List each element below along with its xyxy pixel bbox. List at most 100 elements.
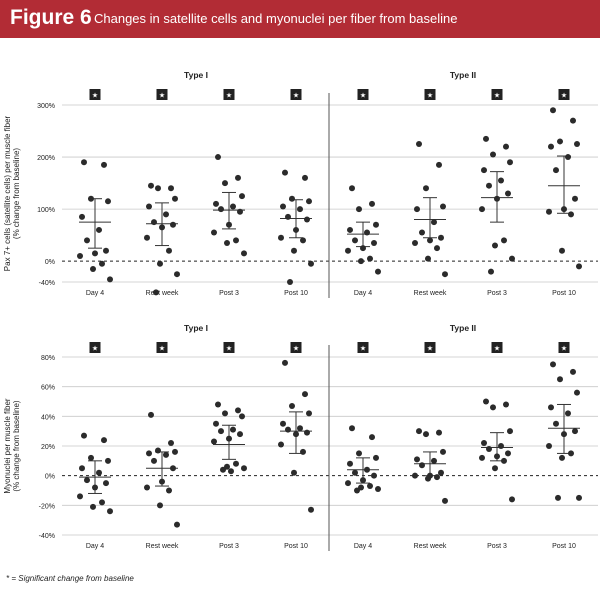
- data-point: [237, 431, 243, 438]
- data-point: [561, 431, 567, 438]
- data-point: [565, 154, 571, 161]
- data-point: [215, 401, 221, 408]
- data-point: [79, 465, 85, 472]
- data-point: [509, 496, 515, 503]
- data-point: [423, 431, 429, 438]
- data-point: [81, 432, 87, 439]
- data-point: [308, 260, 314, 267]
- data-point: [90, 503, 96, 510]
- data-point: [144, 484, 150, 491]
- data-point: [367, 483, 373, 490]
- y-tick-label: 0%: [45, 474, 55, 481]
- data-point: [490, 151, 496, 158]
- data-point: [222, 180, 228, 187]
- data-point: [302, 391, 308, 398]
- data-point: [492, 242, 498, 249]
- data-point: [507, 159, 513, 166]
- data-point: [367, 255, 373, 262]
- data-point: [285, 426, 291, 433]
- data-point: [166, 247, 172, 254]
- data-point: [509, 255, 515, 262]
- data-point: [172, 195, 178, 202]
- data-point: [153, 289, 159, 296]
- data-point: [157, 260, 163, 267]
- y-tick-label: 300%: [37, 103, 55, 110]
- data-point: [375, 486, 381, 493]
- significance-star: ★: [159, 92, 165, 100]
- data-point: [291, 247, 297, 254]
- data-point: [233, 460, 239, 467]
- data-point: [481, 167, 487, 174]
- data-point: [546, 443, 552, 449]
- data-point: [503, 401, 509, 408]
- significance-star: ★: [92, 345, 98, 353]
- data-point: [548, 143, 554, 150]
- significance-star: ★: [360, 92, 366, 100]
- y-tick-label: -40%: [39, 533, 55, 540]
- data-point: [490, 404, 496, 411]
- data-point: [230, 203, 236, 210]
- data-point: [440, 448, 446, 455]
- significance-box: [558, 89, 570, 100]
- data-point: [576, 494, 582, 501]
- data-point: [103, 247, 109, 254]
- data-point: [168, 440, 174, 447]
- significance-box: [357, 89, 369, 100]
- data-point: [92, 484, 98, 491]
- data-point: [572, 428, 578, 435]
- data-point: [555, 494, 561, 501]
- data-point: [572, 195, 578, 202]
- x-category-label: Post 10: [284, 290, 308, 297]
- data-point: [356, 450, 362, 457]
- data-point: [278, 234, 284, 241]
- significance-box: [223, 89, 235, 100]
- data-point: [239, 413, 245, 420]
- y-axis-label: Pax 7+ cells (satellite cells) per muscl…: [3, 115, 12, 271]
- group-label: Type I: [184, 323, 208, 333]
- data-point: [291, 469, 297, 476]
- data-point: [174, 271, 180, 278]
- significance-star: ★: [159, 345, 165, 353]
- data-point: [486, 182, 492, 189]
- data-point: [559, 454, 565, 461]
- data-point: [170, 221, 176, 228]
- data-point: [105, 198, 111, 205]
- data-point: [574, 389, 580, 396]
- y-tick-label: 40%: [41, 414, 55, 421]
- data-point: [155, 185, 161, 192]
- data-point: [559, 247, 565, 254]
- data-point: [168, 185, 174, 192]
- data-point: [293, 226, 299, 233]
- data-point: [148, 182, 154, 189]
- significance-box: [558, 342, 570, 353]
- data-point: [345, 480, 351, 487]
- y-axis-label-units: (% change from baseline): [12, 400, 21, 491]
- data-point: [96, 469, 102, 476]
- data-point: [494, 195, 500, 202]
- data-point: [163, 451, 169, 458]
- significance-box: [290, 89, 302, 100]
- data-point: [347, 460, 353, 467]
- y-tick-label: 100%: [37, 207, 55, 214]
- data-point: [369, 200, 375, 207]
- data-point: [233, 237, 239, 244]
- significance-star: ★: [293, 92, 299, 100]
- data-point: [546, 208, 552, 215]
- significance-box: [491, 342, 503, 353]
- data-point: [77, 493, 83, 500]
- data-point: [211, 229, 217, 236]
- significance-star: ★: [226, 345, 232, 353]
- data-point: [557, 376, 563, 383]
- significance-box: [156, 342, 168, 353]
- data-point: [356, 206, 362, 213]
- data-point: [92, 250, 98, 257]
- x-category-label: Post 3: [219, 290, 239, 297]
- data-point: [241, 465, 247, 472]
- data-point: [151, 457, 157, 464]
- x-category-label: Rest week: [146, 290, 179, 297]
- data-point: [442, 497, 448, 504]
- data-point: [416, 428, 422, 435]
- data-point: [431, 457, 437, 464]
- data-point: [364, 466, 370, 473]
- data-point: [550, 361, 556, 368]
